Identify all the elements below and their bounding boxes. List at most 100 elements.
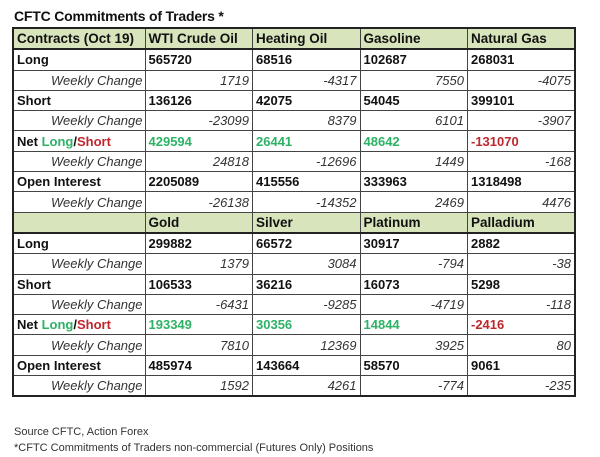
value-cell: 30356 (252, 314, 361, 336)
value-cell: 333963 (359, 171, 468, 193)
column-header: Heating Oil (252, 27, 361, 51)
value-cell: 136126 (144, 89, 253, 112)
row-label: Short (12, 273, 146, 295)
header-label: Contracts (Oct 19) (12, 27, 146, 51)
column-header: Gold (144, 211, 253, 234)
source-note: Source CFTC, Action Forex (14, 426, 149, 438)
header-row: Contracts (Oct 19) WTI Crude Oil Heating O… (12, 27, 576, 51)
row-label: Long (12, 232, 146, 255)
net-long-label: Long (41, 133, 74, 149)
column-header: Platinum (359, 211, 468, 234)
value-cell: 68516 (252, 48, 361, 71)
table-row: Short 136126 42075 54045 399101 (12, 89, 576, 112)
cot-table: Contracts (Oct 19) WTI Crude Oil Heating O… (12, 27, 576, 398)
value-cell: 299882 (144, 232, 253, 255)
value-cell: 102687 (359, 48, 468, 71)
value-cell: -9285 (252, 293, 361, 316)
row-label: Net Long/Short (12, 314, 146, 336)
value-cell: 48642 (359, 130, 468, 152)
value-cell: -38 (467, 253, 576, 275)
value-cell: 42075 (252, 89, 361, 112)
column-header: WTI Crude Oil (144, 27, 253, 51)
table-row: Net Long/Short 429594 26441 48642 -131070 (12, 130, 576, 152)
value-cell: 415556 (252, 171, 361, 193)
footnote: *CFTC Commitments of Traders non-commerc… (14, 442, 374, 454)
weekly-change-row: Weekly Change -23099 8379 6101 -3907 (12, 110, 576, 132)
value-cell: 7810 (144, 334, 253, 356)
weekly-change-row: Weekly Change 7810 12369 3925 80 (12, 334, 576, 356)
value-cell: 565720 (144, 48, 253, 71)
net-short-label: Short (76, 133, 111, 149)
value-cell: 14844 (359, 314, 468, 336)
table-row: Short 106533 36216 16073 5298 (12, 273, 576, 295)
value-cell: -26138 (144, 191, 253, 213)
value-cell: 2205089 (144, 171, 253, 193)
row-label: Long (12, 48, 146, 71)
value-cell: 2469 (359, 191, 468, 213)
value-cell: 36216 (252, 273, 361, 295)
value-cell: 4476 (467, 191, 576, 213)
value-cell: 1449 (359, 150, 468, 173)
value-cell: -4719 (359, 293, 468, 316)
value-cell: -774 (359, 375, 468, 397)
net-label: Net (17, 133, 42, 149)
value-cell: 1719 (144, 69, 253, 91)
value-cell: -12696 (252, 150, 361, 173)
row-label: Weekly Change (12, 334, 146, 356)
value-cell: 1592 (144, 375, 253, 397)
value-cell: 268031 (467, 48, 576, 71)
weekly-change-row: Weekly Change 1719 -4317 7550 -4075 (12, 69, 576, 91)
value-cell: 143664 (252, 354, 361, 377)
column-header: Natural Gas (467, 27, 576, 51)
table-row: Open Interest 2205089 415556 333963 1318498 (12, 171, 576, 193)
weekly-change-row: Weekly Change -6431 -9285 -4719 -118 (12, 293, 576, 316)
net-sep: / (73, 317, 77, 333)
row-label: Short (12, 89, 146, 112)
row-label: Weekly Change (12, 253, 146, 275)
table-row: Net Long/Short 193349 30356 14844 -2416 (12, 314, 576, 336)
row-label: Net Long/Short (12, 130, 146, 152)
value-cell: 9061 (467, 354, 576, 377)
value-cell: -131070 (467, 130, 576, 152)
value-cell: 58570 (359, 354, 468, 377)
value-cell: -794 (359, 253, 468, 275)
weekly-change-row: Weekly Change 1592 4261 -774 -235 (12, 375, 576, 397)
value-cell: -4075 (467, 69, 576, 91)
net-label: Net (17, 317, 42, 333)
row-label: Weekly Change (12, 110, 146, 132)
value-cell: 54045 (359, 89, 468, 112)
value-cell: 399101 (467, 89, 576, 112)
value-cell: 16073 (359, 273, 468, 295)
value-cell: 106533 (144, 273, 253, 295)
value-cell: -235 (467, 375, 576, 397)
value-cell: 4261 (252, 375, 361, 397)
column-header: Palladium (467, 211, 576, 234)
column-header: Gasoline (359, 27, 468, 51)
table-row: Long 299882 66572 30917 2882 (12, 232, 576, 255)
column-header: Silver (252, 211, 361, 234)
value-cell: 193349 (144, 314, 253, 336)
header-row: Gold Silver Platinum Palladium (12, 211, 576, 234)
net-long-label: Long (41, 317, 74, 333)
row-label: Weekly Change (12, 150, 146, 173)
value-cell: 429594 (144, 130, 253, 152)
value-cell: 8379 (252, 110, 361, 132)
weekly-change-row: Weekly Change 1379 3084 -794 -38 (12, 253, 576, 275)
table-title: CFTC Commitments of Traders * (14, 8, 224, 24)
value-cell: 26441 (252, 130, 361, 152)
value-cell: -168 (467, 150, 576, 173)
value-cell: 80 (467, 334, 576, 356)
value-cell: -14352 (252, 191, 361, 213)
value-cell: 30917 (359, 232, 468, 255)
value-cell: 2882 (467, 232, 576, 255)
header-label (12, 211, 146, 234)
value-cell: -118 (467, 293, 576, 316)
row-label: Weekly Change (12, 375, 146, 397)
value-cell: 485974 (144, 354, 253, 377)
value-cell: 3925 (359, 334, 468, 356)
table-row: Long 565720 68516 102687 268031 (12, 48, 576, 71)
row-label: Open Interest (12, 171, 146, 193)
value-cell: 6101 (359, 110, 468, 132)
weekly-change-row: Weekly Change 24818 -12696 1449 -168 (12, 150, 576, 173)
value-cell: 1318498 (467, 171, 576, 193)
